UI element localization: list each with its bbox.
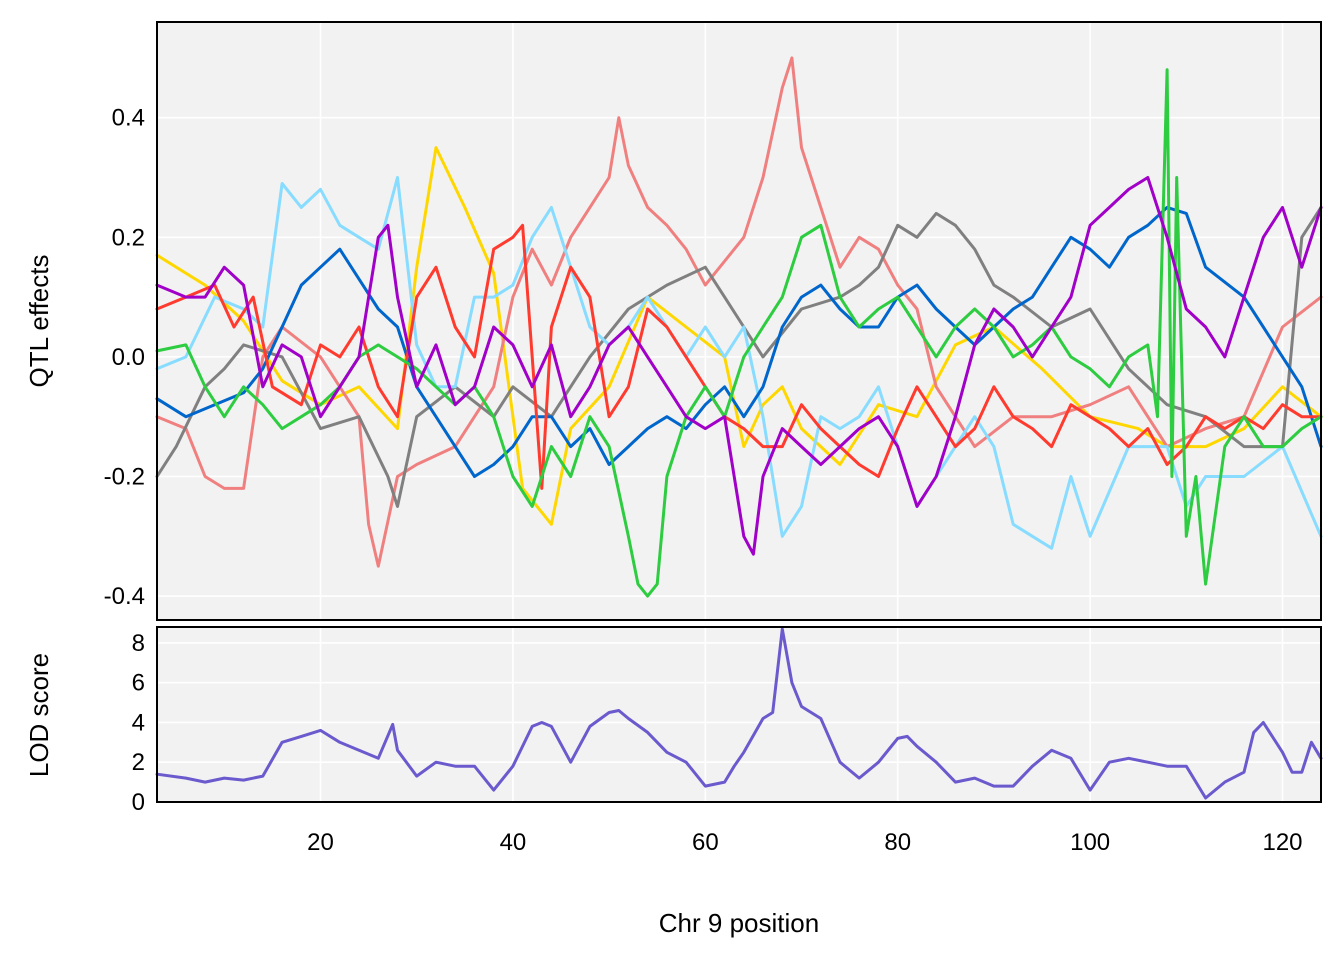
qtl-effects-y-axis-title: QTL effects xyxy=(24,255,54,388)
lod-score-series-line-1 xyxy=(155,627,1323,800)
x-tick-label: 60 xyxy=(692,829,719,856)
x-axis-title: Chr 9 position xyxy=(659,908,819,938)
qtl-effects-series-line-4 xyxy=(155,176,1323,550)
lod-score-y-tick-label: 8 xyxy=(132,630,145,657)
qtl-effects-y-tick-label: 0.2 xyxy=(112,224,145,251)
qtl-effects-series-line-7 xyxy=(155,68,1323,598)
lod-score-panel-border xyxy=(156,626,1322,803)
lod-score-panel: 0 2 4 6 8 20 40 60 80 100 120 LOD score xyxy=(24,626,1323,856)
x-tick-label: 40 xyxy=(500,829,527,856)
qtl-effects-series-line-8 xyxy=(155,176,1323,556)
qtl-effects-series-line-2 xyxy=(155,56,1323,568)
x-tick-label: 120 xyxy=(1262,829,1302,856)
qtl-effects-y-tick-labels: -0.4 -0.2 0.0 0.2 0.4 xyxy=(104,105,145,610)
lod-score-series-group xyxy=(155,627,1323,800)
lod-score-plot-area xyxy=(157,627,1321,802)
qtl-effects-y-tick-label: -0.2 xyxy=(104,463,145,490)
qtl-effects-panel-border xyxy=(156,21,1322,621)
x-tick-label: 100 xyxy=(1070,829,1110,856)
lod-score-y-tick-label: 0 xyxy=(132,789,145,816)
qtl-effects-y-tick-label: -0.4 xyxy=(104,583,145,610)
lod-score-y-tick-label: 4 xyxy=(132,709,145,736)
qtl-effects-series-line-5 xyxy=(155,205,1323,478)
lod-score-y-axis-title: LOD score xyxy=(24,653,54,777)
lod-score-y-tick-labels: 0 2 4 6 8 xyxy=(132,630,145,816)
lod-score-y-tick-label: 6 xyxy=(132,670,145,697)
qtl-effects-series-line-6 xyxy=(155,223,1323,490)
lod-score-x-tick-labels: 20 40 60 80 100 120 xyxy=(307,829,1302,856)
qtl-effects-y-tick-label: 0.0 xyxy=(112,344,145,371)
lod-score-y-tick-label: 2 xyxy=(132,749,145,776)
x-tick-label: 80 xyxy=(884,829,911,856)
qtl-effects-series-group xyxy=(155,56,1323,598)
qtl-effects-panel: -0.4 -0.2 0.0 0.2 0.4 QTL effects xyxy=(24,21,1323,621)
x-tick-label: 20 xyxy=(307,829,334,856)
qtl-effects-y-tick-label: 0.4 xyxy=(112,105,145,132)
